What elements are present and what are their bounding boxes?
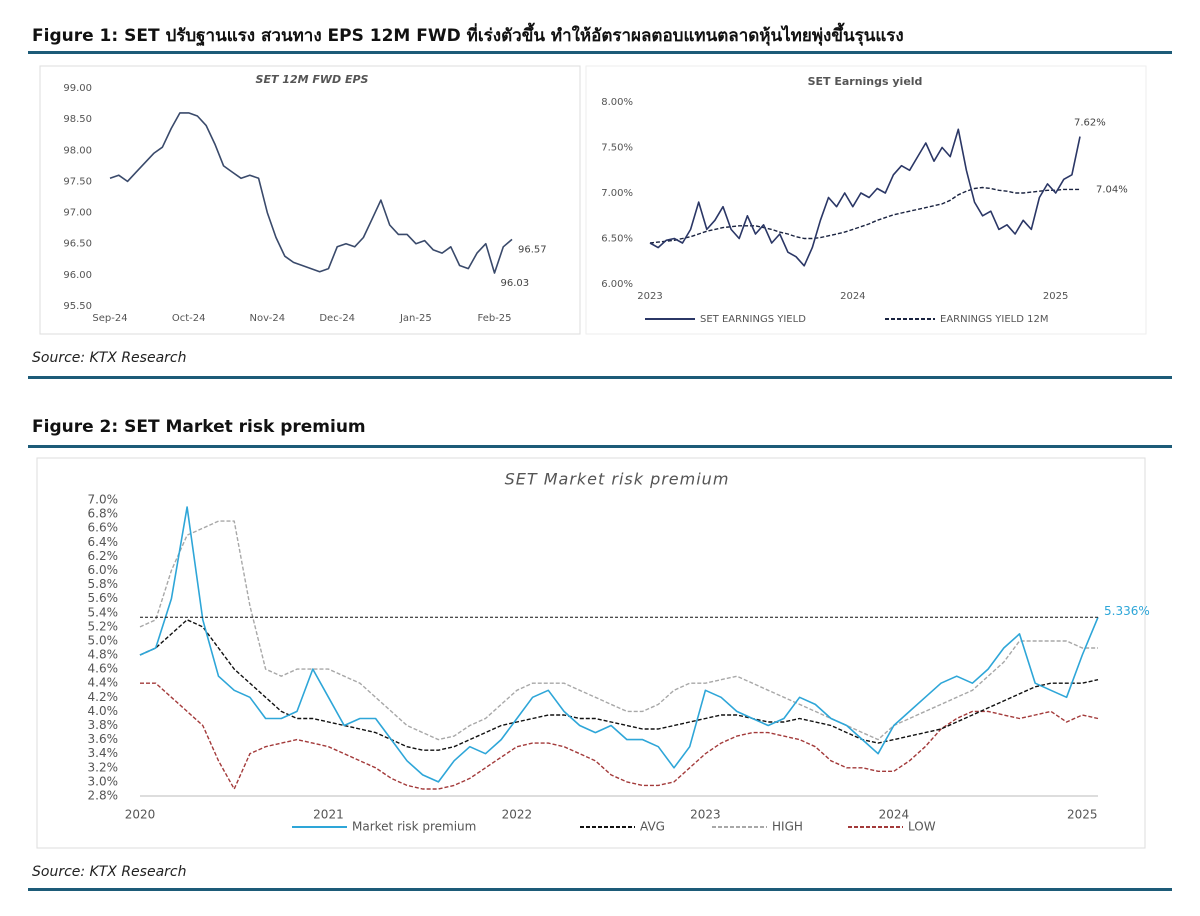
- x-tick-label: 2024: [840, 291, 865, 302]
- x-tick-label: 2025: [1067, 808, 1098, 822]
- y-tick-label: 97.50: [63, 176, 92, 187]
- chart-panel: [39, 65, 581, 335]
- data-label: 7.04%: [1096, 184, 1128, 195]
- y-tick-label: 4.4%: [88, 676, 119, 690]
- y-tick-label: 5.0%: [88, 633, 119, 647]
- y-tick-label: 99.00: [63, 83, 92, 94]
- y-tick-label: 5.2%: [88, 619, 119, 633]
- chart-title: SET Market risk premium: [505, 470, 730, 489]
- series-line: [109, 112, 513, 274]
- y-tick-label: 98.50: [63, 114, 92, 125]
- series-line: [139, 506, 1099, 783]
- legend-label: LOW: [908, 820, 936, 834]
- divider: [28, 51, 1172, 54]
- chart-title: SET Earnings yield: [808, 75, 923, 88]
- y-tick-label: 5.4%: [88, 605, 119, 619]
- y-tick-label: 6.2%: [88, 549, 119, 563]
- y-tick-label: 98.00: [63, 145, 92, 156]
- legend-label: HIGH: [772, 820, 803, 834]
- x-tick-label: Feb-25: [477, 313, 511, 324]
- series-line: [140, 682, 1099, 790]
- x-tick-label: 2021: [313, 808, 344, 822]
- series-line: [649, 186, 1080, 244]
- y-tick-label: 4.0%: [88, 704, 119, 718]
- y-tick-label: 6.8%: [88, 507, 119, 521]
- series-line: [139, 520, 1098, 741]
- y-tick-label: 6.4%: [88, 535, 119, 549]
- y-tick-label: 5.8%: [88, 577, 119, 591]
- figure-caption: Figure 2: SET Market risk premium: [32, 417, 366, 437]
- divider: [28, 445, 1172, 448]
- y-tick-label: 7.00%: [601, 188, 633, 199]
- y-tick-label: 6.6%: [88, 521, 119, 535]
- legend-label: SET EARNINGS YIELD: [700, 314, 806, 325]
- y-tick-label: 3.2%: [88, 760, 119, 774]
- series-line: [139, 619, 1099, 751]
- y-tick-label: 5.6%: [88, 591, 119, 605]
- y-tick-label: 6.00%: [601, 279, 633, 290]
- x-tick-label: Sep-24: [92, 313, 127, 324]
- data-label: 5.336%: [1104, 604, 1150, 618]
- y-tick-label: 8.00%: [601, 97, 633, 108]
- chart-title: SET 12M FWD EPS: [256, 73, 369, 86]
- y-tick-label: 4.6%: [88, 662, 119, 676]
- data-label: 7.62%: [1074, 118, 1106, 129]
- y-tick-label: 7.50%: [601, 143, 633, 154]
- divider: [28, 376, 1172, 379]
- source-note: Source: KTX Research: [32, 864, 187, 880]
- x-tick-label: Nov-24: [250, 313, 286, 324]
- y-tick-label: 96.50: [63, 239, 92, 250]
- figure-caption: Figure 1: SET ปรับฐานแรง สวนทาง EPS 12M …: [32, 26, 904, 46]
- x-tick-label: 2024: [879, 808, 910, 822]
- y-tick-label: 4.2%: [88, 690, 119, 704]
- x-tick-label: 2023: [690, 808, 721, 822]
- chart-panel: [36, 457, 1146, 849]
- x-tick-label: 2022: [502, 808, 533, 822]
- data-label: 96.03: [501, 278, 530, 289]
- legend-label: EARNINGS YIELD 12M: [940, 314, 1048, 325]
- y-tick-label: 95.50: [63, 301, 92, 312]
- chart-panel: [585, 65, 1147, 335]
- y-tick-label: 6.0%: [88, 563, 119, 577]
- y-tick-label: 6.50%: [601, 234, 633, 245]
- y-tick-label: 3.4%: [88, 746, 119, 760]
- x-tick-label: Dec-24: [319, 313, 355, 324]
- y-tick-label: 97.00: [63, 208, 92, 219]
- x-tick-label: 2023: [637, 291, 662, 302]
- legend-label: AVG: [640, 820, 665, 834]
- x-tick-label: Jan-25: [399, 313, 432, 324]
- y-tick-label: 7.0%: [88, 493, 119, 507]
- series-line: [649, 128, 1081, 267]
- y-tick-label: 3.6%: [88, 732, 119, 746]
- y-tick-label: 4.8%: [88, 648, 119, 662]
- data-label: 96.57: [518, 244, 547, 255]
- source-note: Source: KTX Research: [32, 350, 187, 366]
- divider: [28, 888, 1172, 891]
- y-tick-label: 96.00: [63, 270, 92, 281]
- y-tick-label: 3.8%: [88, 718, 119, 732]
- x-tick-label: Oct-24: [172, 313, 206, 324]
- x-tick-label: 2025: [1043, 291, 1068, 302]
- y-tick-label: 2.8%: [88, 789, 119, 803]
- x-tick-label: 2020: [125, 808, 156, 822]
- legend-label: Market risk premium: [352, 820, 476, 834]
- y-tick-label: 3.0%: [88, 774, 119, 788]
